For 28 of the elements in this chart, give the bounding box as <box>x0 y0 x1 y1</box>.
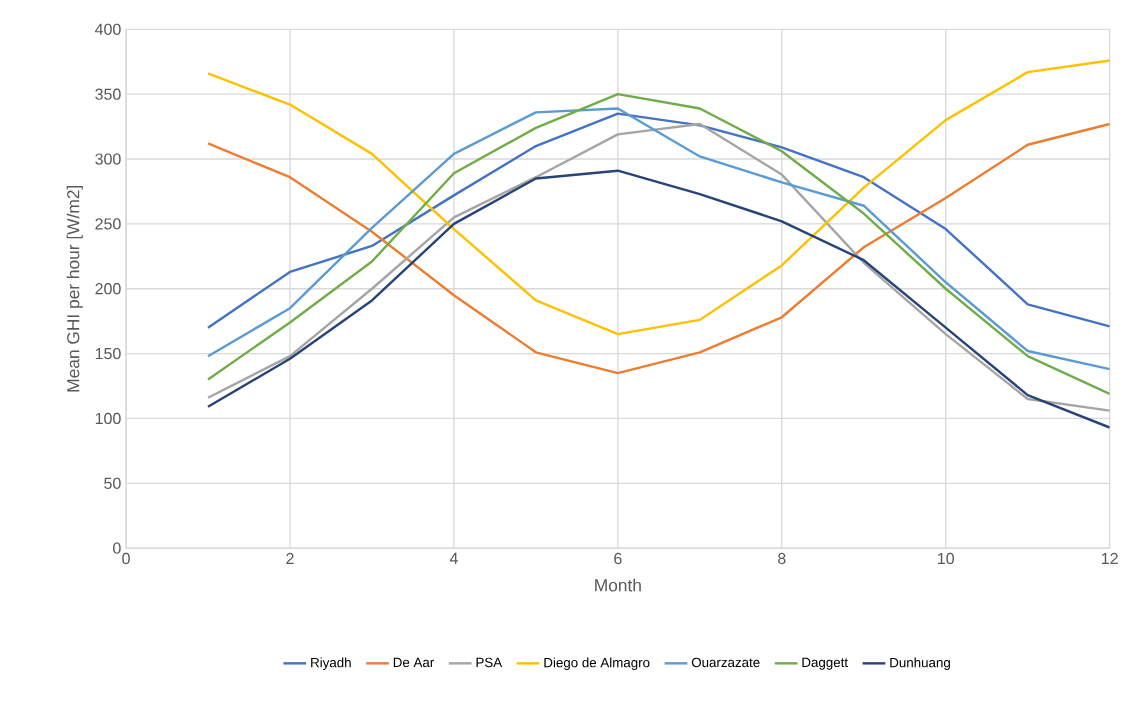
x-tick-label: 0 <box>122 552 130 565</box>
x-tick-label: 2 <box>286 552 294 564</box>
y-tick-label: 200 <box>95 282 121 295</box>
y-tick-label: 400 <box>95 23 121 35</box>
y-tick-label: 0 <box>113 542 121 554</box>
y-tick-label: 250 <box>95 218 121 230</box>
legend-label: Ouarzazate <box>691 657 760 668</box>
legend-label: Diego de Almagro <box>544 657 650 670</box>
x-tick-label: 10 <box>938 552 955 565</box>
legend-label: Riyadh <box>311 657 351 670</box>
legend-label: PSA <box>476 657 503 668</box>
legend-label: De Aar <box>393 657 435 667</box>
y-axis-title: Mean GHI per hour [W/m2] <box>66 185 83 392</box>
x-tick-label: 12 <box>1101 552 1118 564</box>
line-series <box>206 112 1110 329</box>
line-series <box>206 169 1110 429</box>
x-tick-label: 4 <box>449 552 458 564</box>
y-tick-label: 150 <box>95 347 121 360</box>
legend-label: Dunhuang <box>890 657 950 670</box>
x-tick-label: 8 <box>778 552 786 565</box>
line-series <box>206 59 1110 336</box>
x-axis-title: Month <box>595 578 641 592</box>
y-tick-label: 50 <box>104 477 121 489</box>
y-tick-label: 350 <box>95 88 121 100</box>
x-tick-label: 6 <box>614 552 622 565</box>
y-tick-label: 300 <box>95 153 121 165</box>
y-tick-label: 100 <box>95 412 121 425</box>
legend-label: Daggett <box>802 657 848 670</box>
